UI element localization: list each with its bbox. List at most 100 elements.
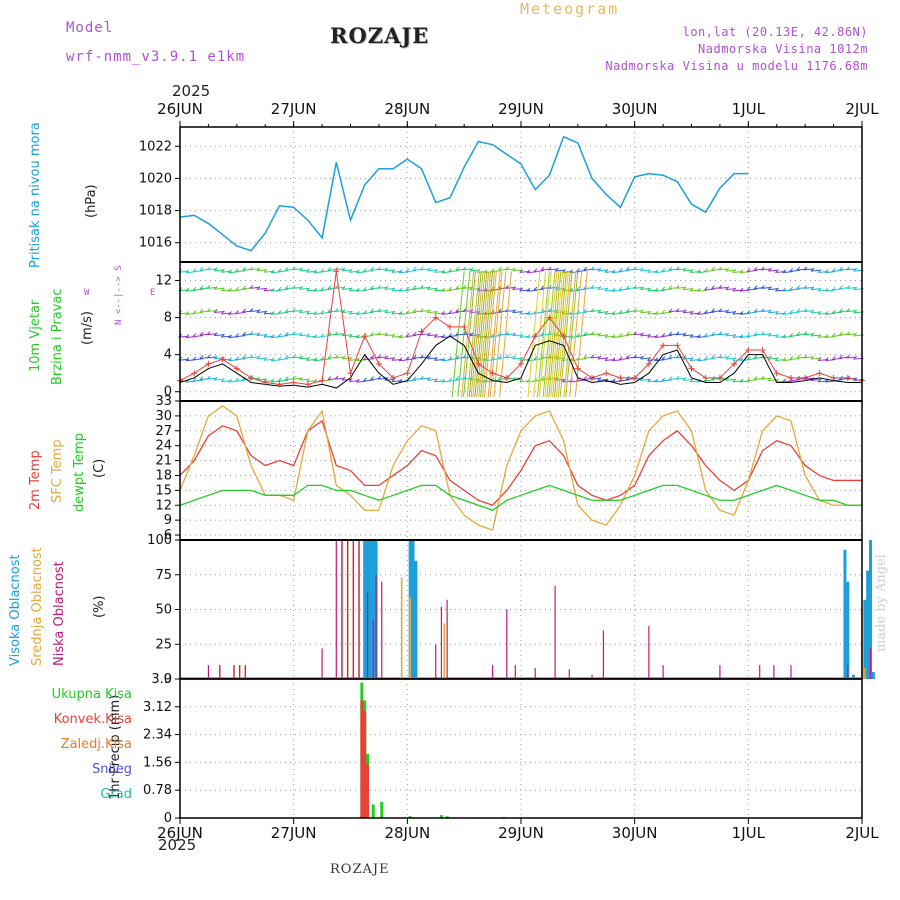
wind-arrow-head (526, 334, 531, 338)
cloud-low-bar (375, 574, 377, 679)
wind-arrow (789, 357, 800, 360)
wind-arrow-head (519, 310, 524, 315)
wind-arrow-strong (478, 271, 492, 398)
wind-arrow-head (725, 267, 730, 272)
wind-arrow-head (206, 375, 211, 380)
wind-arrow-head (519, 357, 524, 361)
gust-marker (347, 370, 354, 377)
wind-arrow (597, 269, 608, 272)
wind-arrow-head (782, 378, 786, 383)
wind-arrow-head (732, 378, 737, 383)
y-tick-label: 18 (155, 468, 172, 483)
wind-arrow-head (732, 357, 737, 361)
gust-marker (716, 374, 723, 381)
wind-arrow-strong (552, 271, 566, 398)
wind-arrow-strong (461, 271, 475, 398)
wind-arrow-head (427, 332, 431, 337)
wind-arrow-head (498, 266, 502, 271)
wind-arrow (342, 269, 353, 272)
wind-arrow-head (718, 285, 723, 289)
wind-arrow (782, 359, 793, 362)
wind-arrow-head (277, 286, 282, 291)
wind-arrow-head (753, 331, 758, 336)
wind-arrow-head (292, 266, 296, 271)
gust-marker (674, 342, 681, 349)
wind-arrow-head (704, 286, 708, 291)
wind-arrow-head (377, 266, 382, 271)
wind-arrow-head (583, 308, 588, 313)
precip-total-bar (439, 815, 443, 818)
wind-arrow-head (206, 354, 211, 359)
gust-marker (475, 360, 482, 367)
wind-arrow (782, 380, 793, 383)
wind-arrow (278, 335, 289, 338)
cloud-mid-bar (400, 577, 403, 679)
wind-arrow-head (292, 308, 296, 312)
wind-arrow (320, 335, 331, 338)
gust-marker (574, 365, 581, 372)
wind-arrow (718, 286, 729, 289)
wind-arrow-strong (559, 271, 573, 398)
wind-arrow-head (242, 308, 247, 313)
x-tick-label-top: 26JUN (157, 100, 203, 118)
wind-arrow-head (206, 284, 211, 289)
gust-marker (802, 374, 809, 381)
wind-arrow-head (505, 285, 509, 289)
wind-arrow-head (824, 334, 829, 338)
wind-arrow-head (732, 333, 737, 338)
wind-arrow (619, 334, 630, 337)
precip-total-bar (408, 816, 412, 818)
cloud-low-bar (233, 665, 235, 679)
wind-arrow-head (221, 287, 225, 292)
wind-arrow-head (775, 287, 779, 292)
wind-arrow-head (405, 268, 410, 273)
wind-arrow-head (853, 309, 857, 314)
wind-arrow-head (618, 356, 623, 360)
wind-arrow (505, 268, 516, 271)
wind-arrow-strong (451, 271, 465, 398)
wind-arrow-head (185, 357, 190, 362)
page-title: ROZAJE (330, 23, 430, 48)
wind-arrow-head (391, 310, 396, 315)
y-tick-label: 33 (155, 394, 172, 409)
wind-arrow-head (384, 267, 389, 272)
wind-arrow-head (476, 269, 481, 273)
wind-arrow-head (341, 267, 346, 272)
wind-arrow-head (348, 268, 353, 273)
wind-arrow-head (235, 333, 239, 337)
wind-arrow-head (306, 268, 310, 273)
wind-arrow-head (263, 268, 268, 273)
wind-arrow-head (348, 356, 353, 361)
wind-arrow (214, 378, 225, 381)
wind-arrow-head (299, 286, 303, 290)
wind-arrow-head (377, 331, 382, 336)
cloud-low-bar (358, 540, 360, 679)
wind-arrow-head (213, 332, 218, 336)
wind-arrow-head (739, 287, 744, 292)
cloud-low-bar (869, 648, 872, 679)
wind-arrow-head (228, 311, 232, 315)
wind-arrow-head (363, 356, 367, 361)
wind-arrow (803, 268, 814, 271)
wind-arrow-head (696, 287, 701, 292)
wind-arrow (675, 377, 687, 380)
wind-arrow (768, 288, 779, 291)
cloud-low-bar (244, 665, 246, 679)
wind-arrow-strong (468, 271, 482, 398)
wind-arrow-head (213, 309, 218, 313)
wind-arrow-head (661, 286, 666, 291)
wind-arrow-strong (466, 271, 480, 398)
cloud-low-bar (662, 665, 664, 679)
wind-arrow-head (455, 376, 460, 380)
wind-arrow (768, 334, 779, 337)
wind-arrow (832, 311, 843, 314)
wind-arrow-head (313, 287, 318, 292)
wind-arrow-head (334, 331, 339, 336)
wind-arrow-head (640, 355, 644, 360)
wind-arrow-head (817, 357, 822, 361)
wind-arrow-head (299, 332, 303, 337)
wind-arrow-head (846, 285, 850, 289)
wind-arrow (320, 311, 331, 314)
wind-arrow-head (704, 332, 708, 337)
wind-arrow-head (625, 266, 630, 271)
